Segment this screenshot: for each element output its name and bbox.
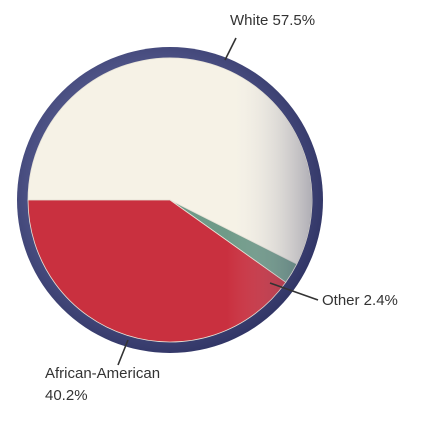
leader-line-other: [269, 282, 319, 301]
slice-label-other: Other 2.4%: [322, 292, 398, 309]
slice-label-white: White 57.5%: [230, 12, 315, 29]
slice-label-line: African-American: [45, 365, 160, 382]
slice-label-line: Other 2.4%: [322, 292, 398, 309]
pie-labels: White 57.5% Other 2.4% African-American 40.…: [45, 12, 398, 404]
slice-label-line: 40.2%: [45, 387, 88, 404]
pie-slices: [27, 57, 313, 343]
slice-label-line: White 57.5%: [230, 12, 315, 29]
leader-line-white: [224, 37, 237, 61]
slice-label-african-american: African-American 40.2%: [45, 365, 160, 404]
leader-line-african-american: [117, 339, 129, 366]
